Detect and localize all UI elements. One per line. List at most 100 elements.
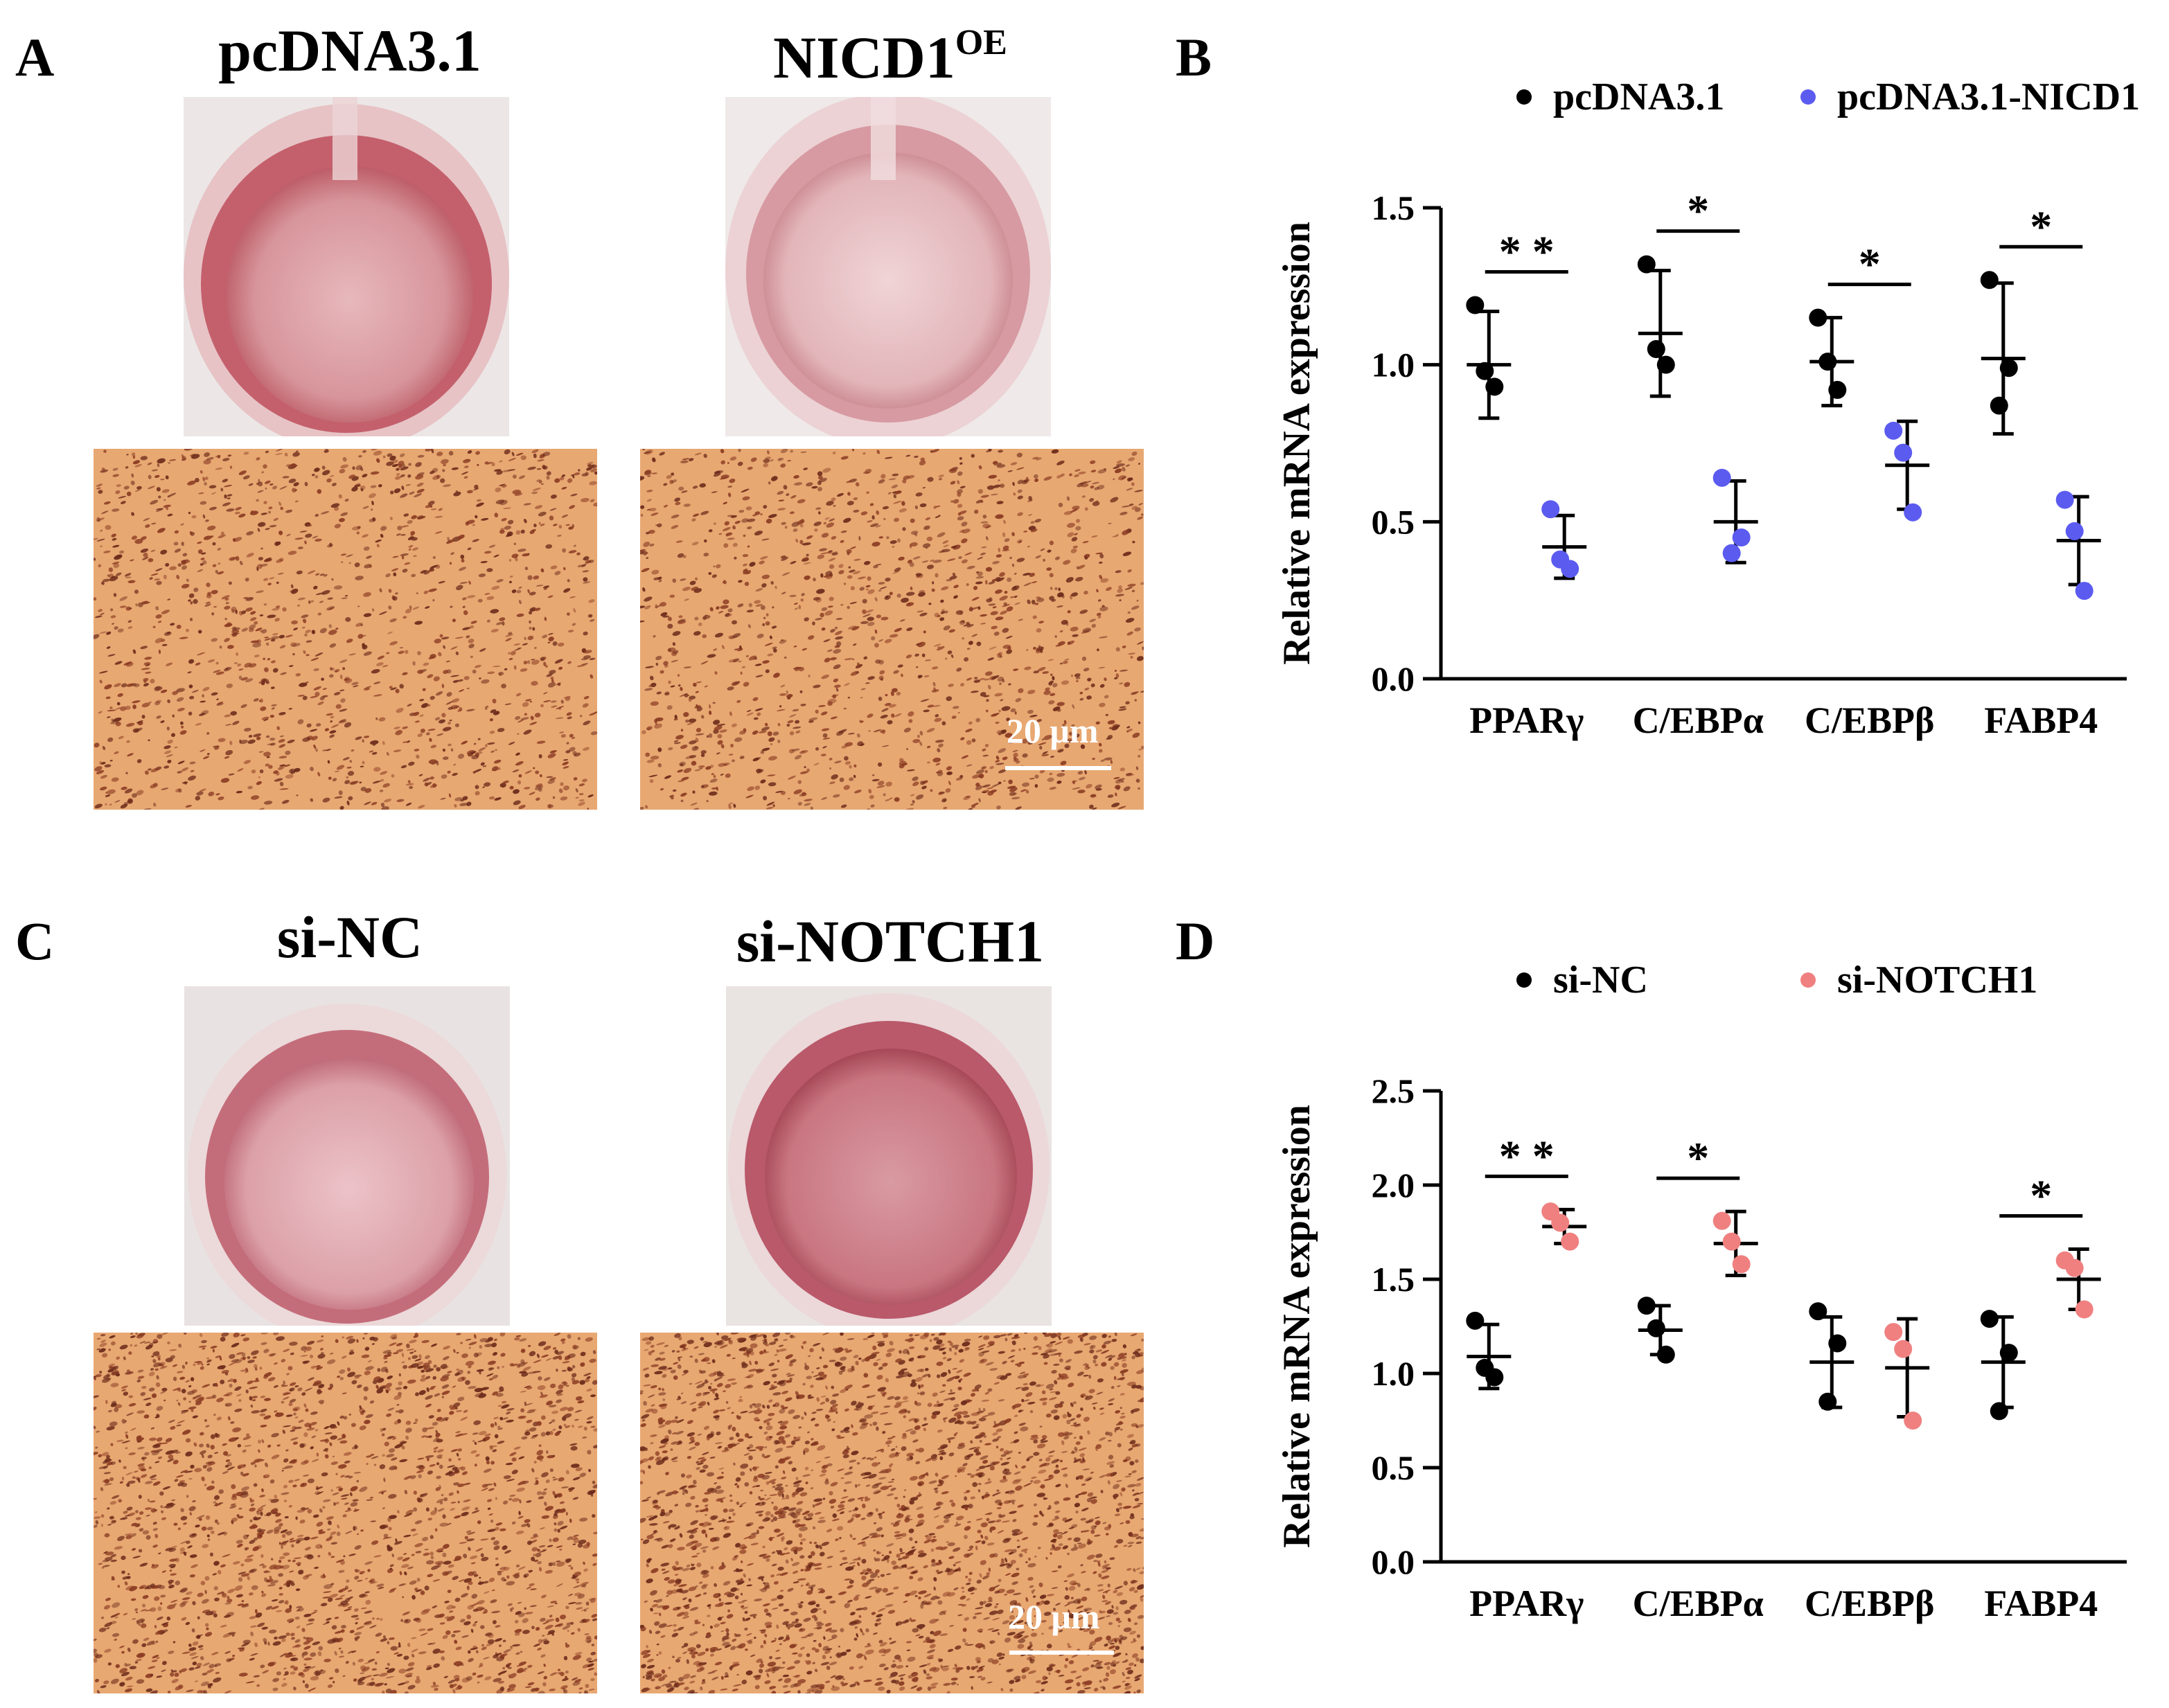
cell-dot xyxy=(537,1385,546,1390)
cell-dot xyxy=(889,591,893,596)
cell-dot xyxy=(547,753,556,758)
cell-dot xyxy=(106,716,111,718)
cell-dot xyxy=(195,477,200,483)
cell-dot xyxy=(508,1684,516,1689)
cell-dot xyxy=(1040,548,1045,551)
cell-dot xyxy=(94,742,100,748)
cell-dot xyxy=(103,1680,109,1684)
cell-dot xyxy=(369,518,375,523)
cell-dot xyxy=(364,1591,370,1594)
cell-dot xyxy=(303,1403,307,1408)
cell-dot xyxy=(565,749,571,754)
cell-dot xyxy=(152,1655,159,1659)
cell-dot xyxy=(268,765,273,770)
cell-dot xyxy=(340,1650,344,1654)
cell-dot xyxy=(680,763,684,767)
cell-dot xyxy=(294,489,298,492)
cell-dot xyxy=(213,1495,220,1500)
cell-dot xyxy=(1056,702,1065,706)
cell-dot xyxy=(531,449,539,454)
cell-dot xyxy=(815,747,820,751)
cell-dot xyxy=(1123,786,1131,792)
cell-dot xyxy=(995,763,1004,765)
cell-dot xyxy=(365,1577,369,1580)
cell-dot xyxy=(354,1568,358,1572)
cell-dot xyxy=(491,1610,500,1614)
cell-dot xyxy=(797,801,802,806)
cell-dot xyxy=(400,466,409,471)
cell-dot xyxy=(730,515,737,518)
cell-dot xyxy=(455,1431,461,1434)
cell-dot xyxy=(794,607,799,610)
cell-dot xyxy=(271,707,275,710)
cell-dot xyxy=(847,575,853,579)
cell-dot xyxy=(901,763,908,766)
cell-dot xyxy=(1095,552,1103,555)
cell-dot xyxy=(1070,592,1079,597)
cell-dot xyxy=(497,1425,501,1428)
cell-dot xyxy=(99,679,103,684)
cell-dot xyxy=(862,598,867,604)
cell-dot xyxy=(490,750,495,753)
cell-dot xyxy=(536,1455,544,1460)
cell-dot xyxy=(443,1355,450,1360)
cell-dot xyxy=(572,1497,579,1500)
cell-dot xyxy=(113,717,122,722)
cell-dot xyxy=(156,715,161,719)
cell-dot xyxy=(391,774,395,778)
cell-dot xyxy=(109,1367,115,1369)
cell-dot xyxy=(275,1519,282,1523)
cell-dot xyxy=(414,1587,418,1591)
cell-dot xyxy=(217,547,222,551)
cell-dot xyxy=(461,1593,468,1598)
cell-dot xyxy=(201,552,206,555)
cell-dot xyxy=(276,1671,281,1675)
cell-dot xyxy=(315,748,318,752)
cell-dot xyxy=(490,1423,495,1428)
cell-dot xyxy=(177,563,182,567)
cell-dot xyxy=(143,1414,150,1419)
cell-dot xyxy=(425,1455,434,1459)
cell-dot xyxy=(485,1456,490,1461)
cell-dot xyxy=(893,501,902,504)
cell-dot xyxy=(698,622,702,627)
cell-dot xyxy=(543,700,551,703)
cell-dot xyxy=(973,679,981,683)
cell-dot xyxy=(189,1652,197,1656)
cell-dot xyxy=(497,1441,505,1444)
cell-dot xyxy=(932,682,936,687)
cell-dot xyxy=(522,643,528,646)
cell-dot xyxy=(146,1640,155,1646)
cell-dot xyxy=(941,798,947,803)
cell-dot xyxy=(282,607,287,612)
cell-dot xyxy=(547,682,556,688)
cell-dot xyxy=(494,1434,499,1439)
cell-dot xyxy=(454,1639,458,1644)
cell-dot xyxy=(411,1653,415,1658)
cell-dot xyxy=(155,614,162,619)
cell-dot xyxy=(135,1333,138,1335)
cell-dot xyxy=(407,1642,411,1647)
cell-dot xyxy=(835,687,839,692)
cell-dot xyxy=(423,1552,430,1556)
cell-dot xyxy=(589,619,595,622)
cell-dot xyxy=(1118,475,1126,481)
cell-dot xyxy=(1077,564,1086,569)
cell-dot xyxy=(1029,778,1035,780)
cell-dot xyxy=(457,1500,461,1504)
cell-dot xyxy=(988,603,996,606)
cell-dot xyxy=(644,450,653,455)
cell-dot xyxy=(523,503,531,506)
cell-dot xyxy=(585,1337,593,1342)
cell-dot xyxy=(499,1670,507,1675)
cell-dot xyxy=(167,513,173,517)
cell-dot xyxy=(362,474,368,478)
cell-dot xyxy=(108,567,114,572)
cell-dot xyxy=(125,788,133,794)
cell-dot xyxy=(987,657,994,661)
cell-dot xyxy=(104,1622,112,1628)
cell-dot xyxy=(531,1435,538,1439)
cell-dot xyxy=(651,569,659,575)
cell-dot xyxy=(96,483,103,487)
cell-dot xyxy=(197,541,202,544)
